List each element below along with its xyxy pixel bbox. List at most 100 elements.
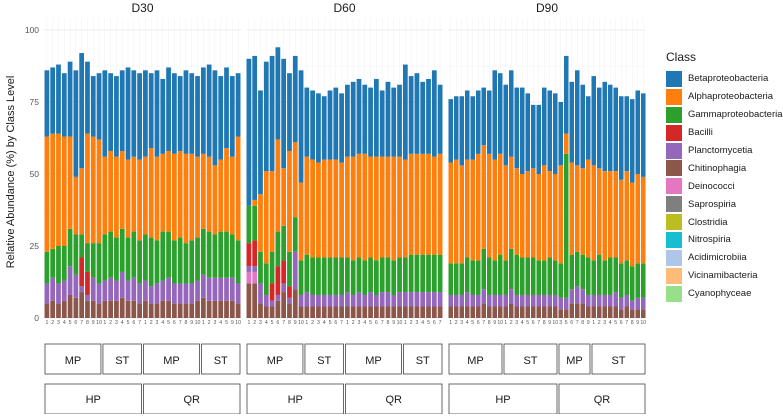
bar-segment-gamma — [629, 266, 635, 301]
bar-segment-planc — [618, 297, 624, 310]
x-tick-label: 9 — [294, 320, 297, 326]
bar-segment-chiti — [310, 306, 316, 318]
bar-segment-planc — [310, 294, 316, 307]
bar-segment-gamma — [263, 263, 269, 295]
bar-segment-planc — [558, 297, 564, 310]
bar-segment-gamma — [224, 231, 229, 278]
bar-segment-planc — [316, 294, 321, 307]
bar-segment-bacil — [246, 243, 252, 267]
legend-label: Nitrospiria — [688, 234, 731, 246]
bar-segment-gamma — [298, 260, 304, 295]
bar-segment-gamma — [481, 248, 487, 290]
bar-segment-chiti — [431, 306, 437, 318]
bar-segment-gamma — [618, 263, 624, 298]
x-tick-label: 10 — [235, 320, 241, 326]
bar-segment-bacil — [269, 283, 275, 301]
bar-segment-chiti — [229, 300, 235, 318]
bar-segment-gamma — [574, 251, 580, 287]
legend-item: Planctomycetia — [662, 142, 780, 160]
bar-segment-chiti — [218, 300, 224, 318]
bar-segment-planc — [635, 297, 641, 310]
bar-segment-planc — [453, 294, 459, 307]
bar-segment-gamma — [160, 231, 166, 281]
bar-segment-alpha — [131, 156, 137, 232]
bar-segment-beta — [525, 93, 531, 172]
legend-label: Alphaproteobacteria — [688, 91, 774, 103]
bar-segment-alpha — [486, 153, 492, 258]
bar-segment-chiti — [183, 303, 189, 318]
site-label: QR — [184, 394, 201, 406]
bar-segment-gamma — [171, 240, 177, 284]
bar-segment-alpha — [508, 156, 514, 249]
bar-segment-beta — [563, 55, 569, 134]
bar-segment-planc — [470, 294, 476, 307]
bar-segment-gamma — [459, 263, 465, 295]
bar-segment-planc — [414, 292, 420, 307]
bar-segment-planc — [640, 297, 646, 310]
bar-segment-alpha — [373, 156, 379, 261]
x-tick-label: 9 — [587, 320, 590, 326]
bar-segment-chiti — [453, 306, 459, 318]
legend-label: Betaproteobacteria — [688, 73, 769, 85]
bar-segment-planc — [350, 294, 356, 307]
bar-segment-planc — [591, 294, 597, 307]
x-tick-label: 3 — [213, 320, 216, 326]
bar-segment-chiti — [397, 306, 402, 318]
legend-swatch — [666, 267, 682, 284]
bar-segment-alpha — [108, 150, 114, 232]
x-tick-label: 2 — [510, 320, 513, 326]
bar-segment-chiti — [426, 306, 431, 318]
bar-segment-beta — [44, 70, 50, 137]
bar-segment-beta — [56, 64, 61, 134]
x-tick-label: 4 — [466, 320, 469, 326]
bar-segment-chiti — [345, 306, 350, 318]
bar-segment-gamma — [287, 251, 292, 287]
bar-segment-planc — [137, 283, 142, 304]
bar-segment-gamma — [50, 248, 56, 278]
bar-segment-beta — [218, 76, 224, 160]
bar-segment-beta — [437, 84, 443, 154]
bar-segment-alpha — [183, 153, 189, 244]
bar-segment-beta — [552, 93, 558, 174]
bar-segment-alpha — [541, 165, 547, 261]
bar-segment-chiti — [189, 303, 195, 318]
x-tick-label: 5 — [69, 320, 72, 326]
bar-segment-alpha — [431, 156, 437, 255]
bar-segment-beta — [475, 90, 481, 154]
bar-segment-gamma — [437, 254, 443, 293]
x-tick-label: 8 — [86, 320, 89, 326]
bar-segment-chiti — [195, 300, 200, 318]
bar-segment-alpha — [453, 159, 459, 264]
bar-segment-gamma — [56, 246, 61, 284]
y-tick-label: 0 — [34, 313, 39, 323]
bar-segment-chiti — [166, 300, 171, 318]
legend-item: Cyanophyceae — [662, 285, 780, 303]
bar-segment-planc — [229, 277, 235, 301]
bar-segment-chiti — [339, 306, 344, 318]
bar-segment-alpha — [114, 156, 119, 238]
bar-segment-planc — [459, 294, 465, 307]
bar-segment-alpha — [536, 174, 542, 261]
bar-segment-alpha — [229, 156, 235, 235]
bar-segment-chiti — [44, 303, 50, 318]
treatment-box — [558, 343, 591, 375]
bar-segment-planc — [56, 283, 61, 304]
bar-segment-beta — [292, 55, 298, 143]
x-tick-label: 2 — [598, 320, 601, 326]
bar-segment-planc — [420, 292, 426, 307]
bar-segment-chiti — [177, 303, 183, 318]
bar-segment-planc — [67, 266, 73, 295]
bar-segment-gamma — [85, 243, 90, 272]
bar-segment-chiti — [200, 297, 206, 318]
bar-segment-chiti — [459, 306, 465, 318]
bar-segment-beta — [459, 96, 465, 166]
x-tick-label: 9 — [92, 320, 95, 326]
bar-segment-gamma — [379, 257, 385, 293]
bar-segment-planc — [481, 289, 487, 304]
bar-segment-alpha — [143, 156, 148, 235]
bar-segment-planc — [448, 294, 454, 307]
bar-segment-chiti — [304, 306, 310, 318]
bar-segment-beta — [263, 61, 269, 172]
bar-segment-beta — [497, 73, 503, 154]
bar-segment-gamma — [397, 257, 402, 293]
